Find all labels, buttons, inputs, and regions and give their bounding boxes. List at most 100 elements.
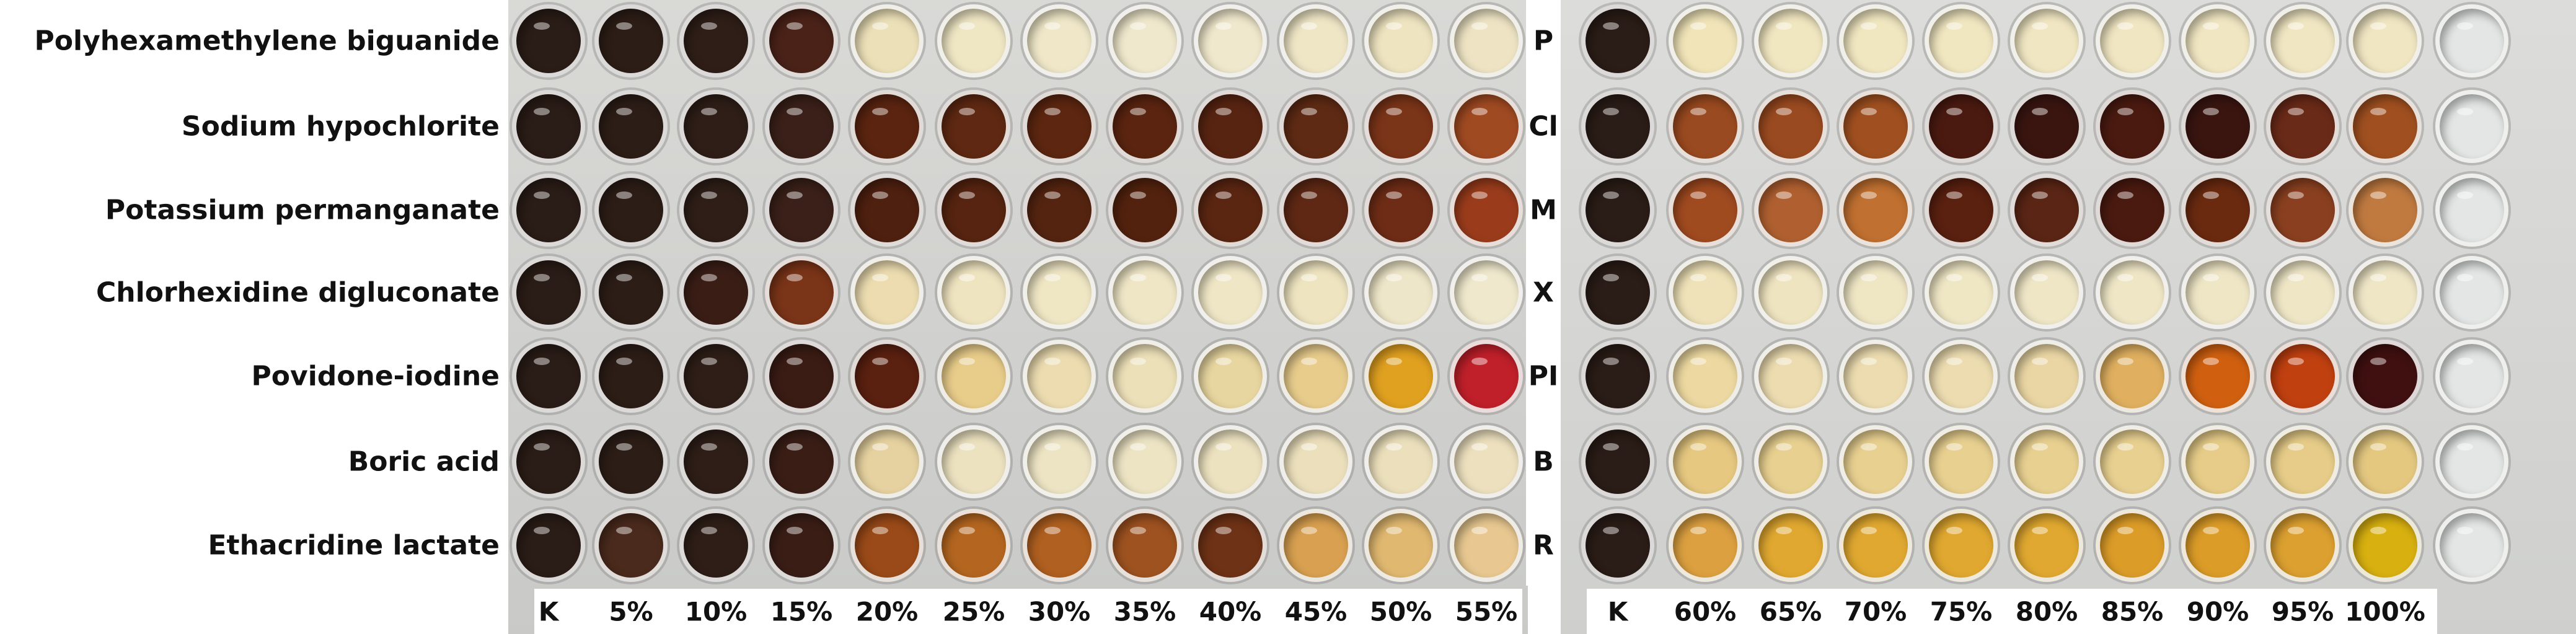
well <box>1839 425 1912 498</box>
well <box>1754 340 1827 413</box>
column-label: 5% <box>609 596 653 627</box>
well <box>850 174 924 247</box>
well <box>1108 4 1181 77</box>
well <box>765 90 838 163</box>
well <box>2010 174 2083 247</box>
well <box>850 90 924 163</box>
well <box>1581 340 1654 413</box>
well <box>1450 256 1523 329</box>
well <box>679 4 752 77</box>
well <box>2010 340 2083 413</box>
well <box>937 174 1010 247</box>
well <box>679 174 752 247</box>
row-letter: R <box>1533 529 1554 561</box>
well <box>679 340 752 413</box>
well <box>2435 256 2508 329</box>
well <box>2435 174 2508 247</box>
well <box>765 174 838 247</box>
column-label: 65% <box>1759 596 1822 627</box>
well <box>850 4 924 77</box>
well <box>1194 4 1267 77</box>
row-label: Povidone-iodine <box>251 360 500 392</box>
well <box>2096 90 2169 163</box>
well <box>1194 340 1267 413</box>
column-label: 75% <box>1930 596 1993 627</box>
well <box>512 90 585 163</box>
well <box>679 425 752 498</box>
column-label: 95% <box>2271 596 2334 627</box>
column-label: 25% <box>942 596 1005 627</box>
well <box>2181 174 2254 247</box>
well <box>1839 90 1912 163</box>
well <box>1839 340 1912 413</box>
well <box>1450 174 1523 247</box>
well <box>2181 256 2254 329</box>
well <box>1279 425 1352 498</box>
well <box>1108 174 1181 247</box>
column-label: 55% <box>1455 596 1518 627</box>
row-label: Boric acid <box>348 446 500 478</box>
row-letters-strip: P Cl M X PI B R <box>1526 0 1561 586</box>
well <box>1450 90 1523 163</box>
well <box>1754 90 1827 163</box>
well <box>2435 4 2508 77</box>
well <box>1450 340 1523 413</box>
well <box>2096 174 2169 247</box>
well <box>1581 174 1654 247</box>
row-label: Ethacridine lactate <box>208 529 500 561</box>
well <box>2266 509 2339 582</box>
column-label: 60% <box>1674 596 1737 627</box>
well <box>2181 340 2254 413</box>
well <box>2349 90 2422 163</box>
well <box>1364 174 1437 247</box>
well <box>1925 174 1998 247</box>
well <box>1279 256 1352 329</box>
well <box>594 174 668 247</box>
well <box>2266 425 2339 498</box>
well <box>1108 425 1181 498</box>
well <box>594 90 668 163</box>
well <box>1581 90 1654 163</box>
well <box>1669 4 1742 77</box>
well <box>2010 425 2083 498</box>
row-letter: PI <box>1528 360 1559 392</box>
well <box>594 4 668 77</box>
well <box>1669 340 1742 413</box>
column-label: 45% <box>1284 596 1348 627</box>
well <box>1754 174 1827 247</box>
well <box>850 340 924 413</box>
row-label: Chlorhexidine digluconate <box>96 276 500 309</box>
well <box>512 174 585 247</box>
well <box>512 340 585 413</box>
well <box>2181 90 2254 163</box>
well <box>679 90 752 163</box>
well <box>2435 425 2508 498</box>
well <box>765 256 838 329</box>
column-label: 20% <box>855 596 919 627</box>
well <box>2096 425 2169 498</box>
well <box>1925 425 1998 498</box>
well <box>1279 90 1352 163</box>
well <box>1108 509 1181 582</box>
well <box>2349 4 2422 77</box>
column-label: 40% <box>1199 596 1262 627</box>
well <box>679 509 752 582</box>
well <box>1194 509 1267 582</box>
well <box>594 256 668 329</box>
well <box>1279 509 1352 582</box>
well <box>2349 174 2422 247</box>
column-labels-left: K 5% 10% 15% 20% 25% 30% 35% 40% 45% 50% 55% <box>534 589 1522 634</box>
well <box>1364 256 1437 329</box>
well <box>937 90 1010 163</box>
well <box>1925 509 1998 582</box>
well <box>1364 4 1437 77</box>
well <box>2266 256 2339 329</box>
well <box>2010 256 2083 329</box>
well <box>2435 90 2508 163</box>
well <box>850 425 924 498</box>
column-label: 30% <box>1028 596 1091 627</box>
well <box>1023 4 1096 77</box>
well <box>1364 340 1437 413</box>
well <box>1023 90 1096 163</box>
column-label: 50% <box>1369 596 1432 627</box>
